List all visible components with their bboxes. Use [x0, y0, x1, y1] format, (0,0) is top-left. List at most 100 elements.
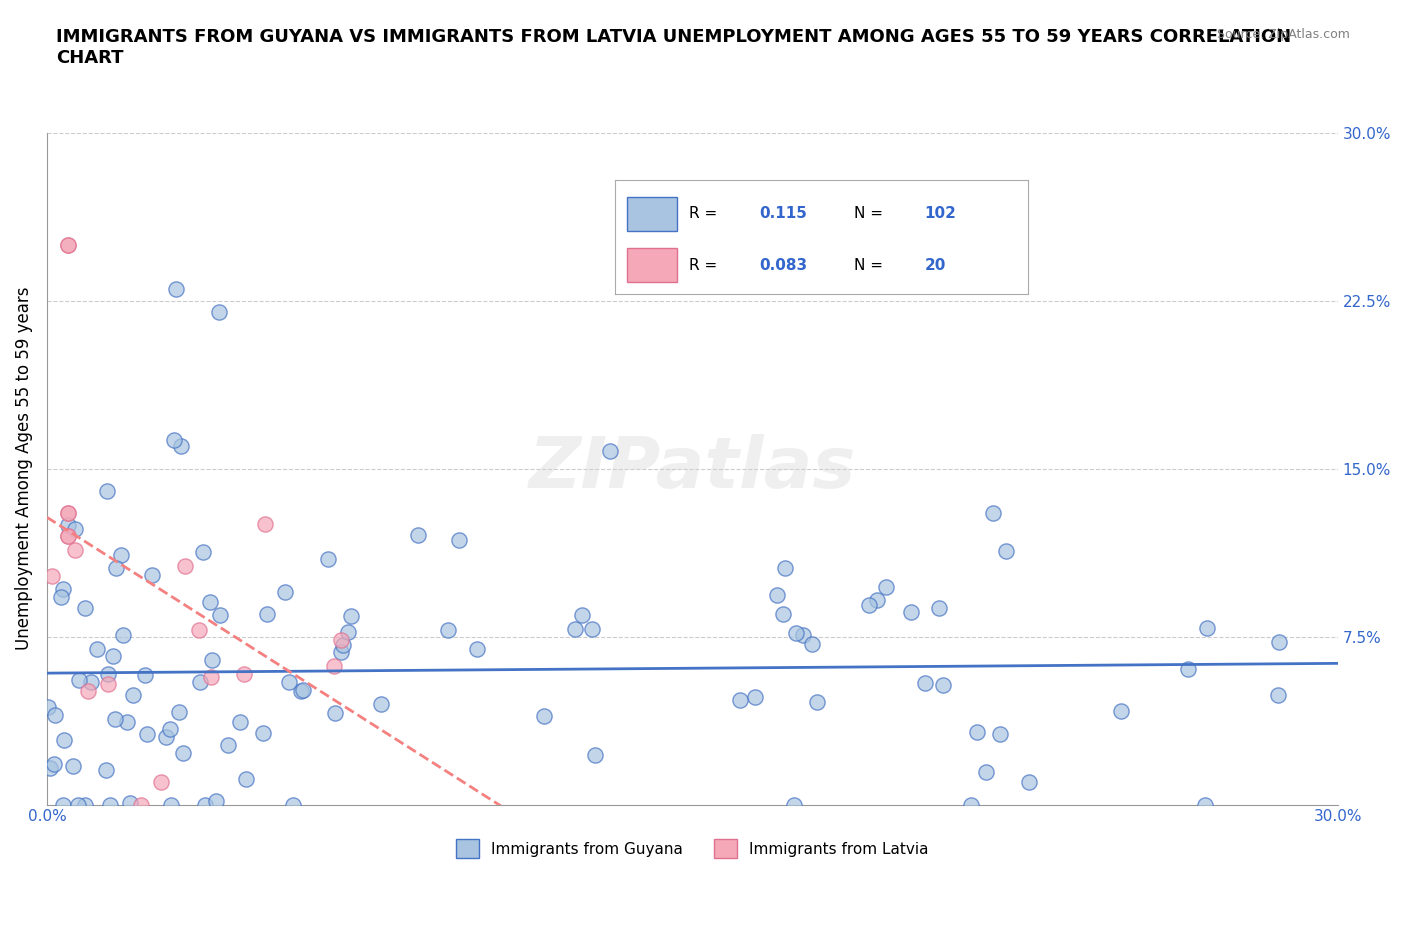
- Immigrants from Guyana: [62, 759, 84, 774]
- Immigrants from Guyana: [98, 797, 121, 812]
- Immigrants from Guyana: [155, 730, 177, 745]
- Immigrants from Guyana: [581, 621, 603, 636]
- Immigrants from Guyana: [277, 674, 299, 689]
- Immigrants from Guyana: [190, 674, 212, 689]
- Immigrants from Latvia: [187, 622, 209, 637]
- Immigrants from Guyana: [281, 797, 304, 812]
- Immigrants from Guyana: [208, 608, 231, 623]
- Immigrants from Guyana: [728, 693, 751, 708]
- Immigrants from Guyana: [406, 527, 429, 542]
- Immigrants from Guyana: [217, 737, 239, 752]
- Immigrants from Latvia: [174, 559, 197, 574]
- Immigrants from Guyana: [990, 727, 1012, 742]
- Immigrants from Guyana: [332, 638, 354, 653]
- Immigrants from Guyana: [336, 624, 359, 639]
- Immigrants from Guyana: [96, 763, 118, 777]
- Immigrants from Guyana: [465, 642, 488, 657]
- Immigrants from Guyana: [370, 697, 392, 711]
- Immigrants from Latvia: [77, 684, 100, 698]
- Immigrants from Guyana: [120, 796, 142, 811]
- Immigrants from Guyana: [571, 607, 593, 622]
- Immigrants from Latvia: [41, 568, 63, 583]
- Immigrants from Guyana: [599, 443, 621, 458]
- Immigrants from Guyana: [52, 581, 75, 596]
- Immigrants from Guyana: [194, 797, 217, 812]
- Immigrants from Latvia: [58, 528, 80, 543]
- Immigrants from Guyana: [52, 733, 75, 748]
- Immigrants from Guyana: [858, 597, 880, 612]
- Immigrants from Guyana: [44, 708, 66, 723]
- Immigrants from Guyana: [792, 628, 814, 643]
- Immigrants from Guyana: [273, 585, 295, 600]
- Immigrants from Guyana: [39, 761, 62, 776]
- Immigrants from Guyana: [134, 668, 156, 683]
- Immigrants from Guyana: [914, 675, 936, 690]
- Immigrants from Guyana: [900, 604, 922, 619]
- Immigrants from Guyana: [67, 672, 90, 687]
- Immigrants from Guyana: [744, 689, 766, 704]
- Immigrants from Latvia: [129, 797, 152, 812]
- Immigrants from Guyana: [172, 745, 194, 760]
- Immigrants from Guyana: [1195, 621, 1218, 636]
- Immigrants from Guyana: [773, 561, 796, 576]
- Immigrants from Guyana: [291, 683, 314, 698]
- Immigrants from Guyana: [960, 797, 983, 812]
- Text: Source: ZipAtlas.com: Source: ZipAtlas.com: [1216, 28, 1350, 41]
- Immigrants from Guyana: [141, 567, 163, 582]
- Immigrants from Latvia: [58, 237, 80, 252]
- Immigrants from Latvia: [150, 774, 173, 789]
- Y-axis label: Unemployment Among Ages 55 to 59 years: Unemployment Among Ages 55 to 59 years: [15, 286, 32, 650]
- Immigrants from Guyana: [1177, 661, 1199, 676]
- Immigrants from Guyana: [73, 601, 96, 616]
- Immigrants from Latvia: [58, 237, 80, 252]
- Immigrants from Guyana: [66, 797, 89, 812]
- Immigrants from Guyana: [104, 712, 127, 727]
- Immigrants from Guyana: [229, 714, 252, 729]
- Immigrants from Guyana: [97, 667, 120, 682]
- Immigrants from Guyana: [290, 684, 312, 698]
- Immigrants from Guyana: [772, 606, 794, 621]
- Immigrants from Guyana: [80, 674, 103, 689]
- Immigrants from Guyana: [96, 483, 118, 498]
- Immigrants from Guyana: [256, 607, 278, 622]
- Immigrants from Guyana: [782, 797, 804, 812]
- Immigrants from Guyana: [564, 621, 586, 636]
- Immigrants from Latvia: [330, 632, 353, 647]
- Immigrants from Guyana: [330, 644, 353, 659]
- Immigrants from Guyana: [193, 545, 215, 560]
- Immigrants from Guyana: [75, 797, 97, 812]
- Immigrants from Guyana: [205, 793, 228, 808]
- Immigrants from Guyana: [51, 590, 73, 604]
- Text: ZIPatlas: ZIPatlas: [529, 434, 856, 503]
- Immigrants from Guyana: [101, 648, 124, 663]
- Immigrants from Guyana: [56, 517, 79, 532]
- Immigrants from Guyana: [1267, 687, 1289, 702]
- Immigrants from Guyana: [86, 642, 108, 657]
- Immigrants from Guyana: [323, 706, 346, 721]
- Point: [983, 506, 1005, 521]
- Immigrants from Latvia: [58, 528, 80, 543]
- Immigrants from Guyana: [201, 652, 224, 667]
- Immigrants from Guyana: [1018, 775, 1040, 790]
- Immigrants from Guyana: [121, 687, 143, 702]
- Immigrants from Guyana: [1111, 703, 1133, 718]
- Immigrants from Guyana: [159, 797, 181, 812]
- Immigrants from Guyana: [1268, 634, 1291, 649]
- Immigrants from Guyana: [583, 748, 606, 763]
- Immigrants from Latvia: [200, 670, 222, 684]
- Immigrants from Guyana: [167, 705, 190, 720]
- Immigrants from Guyana: [198, 594, 221, 609]
- Immigrants from Guyana: [533, 709, 555, 724]
- Immigrants from Latvia: [58, 506, 80, 521]
- Immigrants from Guyana: [766, 587, 789, 602]
- Immigrants from Guyana: [339, 608, 361, 623]
- Immigrants from Guyana: [117, 714, 139, 729]
- Point: [208, 304, 231, 319]
- Immigrants from Latvia: [254, 516, 277, 531]
- Text: IMMIGRANTS FROM GUYANA VS IMMIGRANTS FROM LATVIA UNEMPLOYMENT AMONG AGES 55 TO 5: IMMIGRANTS FROM GUYANA VS IMMIGRANTS FRO…: [56, 28, 1291, 67]
- Immigrants from Guyana: [932, 678, 955, 693]
- Immigrants from Guyana: [37, 699, 59, 714]
- Immigrants from Guyana: [974, 764, 997, 779]
- Immigrants from Guyana: [995, 544, 1018, 559]
- Immigrants from Guyana: [800, 636, 823, 651]
